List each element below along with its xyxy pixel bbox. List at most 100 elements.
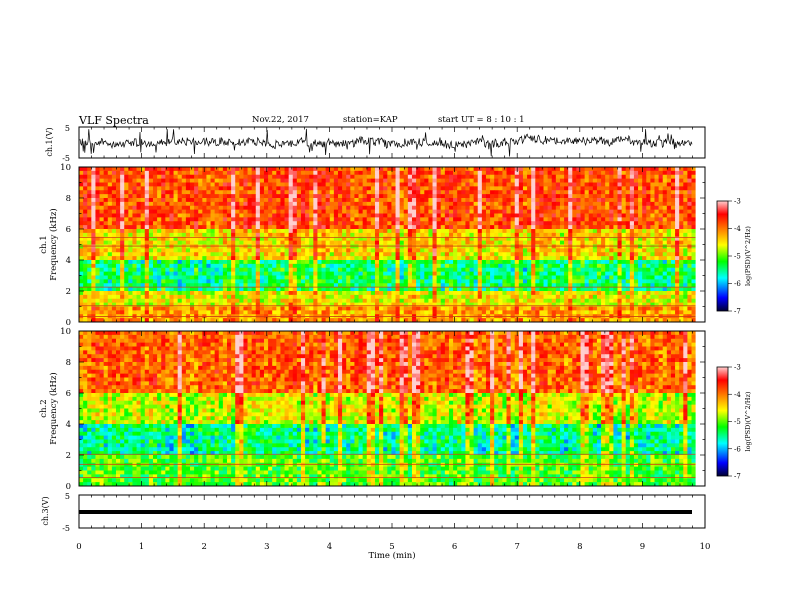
heatmap-cell xyxy=(391,205,396,211)
heatmap-cell xyxy=(206,221,211,226)
heatmap-cell xyxy=(506,252,512,257)
heatmap-cell xyxy=(272,256,277,261)
heatmap-cell xyxy=(374,213,380,218)
heatmap-cell xyxy=(617,236,623,242)
heatmap-cell xyxy=(596,248,602,253)
heatmap-cell xyxy=(572,201,577,207)
heatmap-cell xyxy=(189,225,195,230)
heatmap-cell xyxy=(144,256,150,261)
heatmap-cell xyxy=(218,263,224,269)
heatmap-cell xyxy=(152,267,158,273)
heatmap-cell xyxy=(407,225,413,230)
heatmap-cell xyxy=(292,217,298,222)
heatmap-cell xyxy=(522,275,528,280)
heatmap-cell xyxy=(111,275,117,280)
heatmap-cell xyxy=(243,167,248,172)
heatmap-cell xyxy=(144,271,150,276)
heatmap-cell xyxy=(325,287,331,292)
heatmap-cell xyxy=(300,167,306,172)
heatmap-cell xyxy=(522,256,528,261)
heatmap-cell xyxy=(284,279,290,284)
heatmap-cell xyxy=(666,221,672,226)
heatmap-cell xyxy=(354,240,359,245)
heatmap-cell xyxy=(379,283,384,288)
heatmap-cell xyxy=(189,182,195,187)
heatmap-cell xyxy=(687,194,692,199)
heatmap-cell xyxy=(411,252,417,257)
heatmap-cell xyxy=(128,252,133,257)
heatmap-cell xyxy=(613,190,618,195)
heatmap-cell xyxy=(222,178,228,183)
heatmap-cell xyxy=(169,240,174,245)
heatmap-cell xyxy=(144,291,150,296)
heatmap-cell xyxy=(189,279,195,284)
heatmap-cell xyxy=(161,225,166,230)
heatmap-cell xyxy=(350,205,355,211)
heatmap-cell xyxy=(354,291,359,296)
heatmap-cell xyxy=(305,236,310,242)
heatmap-cell xyxy=(284,205,290,211)
heatmap-cell xyxy=(584,186,590,191)
heatmap-cell xyxy=(506,240,512,245)
heatmap-cell xyxy=(416,225,421,230)
heatmap-cell xyxy=(461,287,466,292)
heatmap-cell xyxy=(206,252,211,257)
heatmap-cell xyxy=(128,205,133,211)
heatmap-cell xyxy=(325,275,331,280)
heatmap-cell xyxy=(658,248,664,253)
heatmap-cell xyxy=(469,263,475,269)
heatmap-cell xyxy=(305,167,310,172)
heatmap-cell xyxy=(296,217,302,222)
heatmap-cell xyxy=(572,279,577,284)
heatmap-cell xyxy=(654,229,660,234)
heatmap-cell xyxy=(436,256,442,261)
heatmap-cell xyxy=(284,283,290,288)
heatmap-cell xyxy=(321,198,327,203)
heatmap-cell xyxy=(407,221,413,226)
heatmap-cell xyxy=(473,232,479,238)
heatmap-cell xyxy=(284,271,290,276)
heatmap-cell xyxy=(666,240,672,245)
heatmap-cell xyxy=(185,248,191,253)
heatmap-cell xyxy=(222,170,228,176)
heatmap-cell xyxy=(670,198,676,203)
heatmap-cell xyxy=(383,283,388,288)
heatmap-cell xyxy=(103,170,109,176)
heatmap-cell xyxy=(522,283,528,288)
heatmap-cell xyxy=(596,279,602,284)
heatmap-cell xyxy=(165,244,170,249)
heatmap-cell xyxy=(91,229,96,234)
heatmap-cell xyxy=(300,279,306,284)
heatmap-cell xyxy=(255,174,261,180)
heatmap-cell xyxy=(87,294,92,300)
heatmap-cell xyxy=(625,260,631,265)
heatmap-cell xyxy=(477,236,483,242)
heatmap-cell xyxy=(169,201,174,207)
heatmap-cell xyxy=(502,240,507,245)
heatmap-cell xyxy=(144,221,150,226)
heatmap-cell xyxy=(124,198,129,203)
heatmap-cell xyxy=(440,252,446,257)
heatmap-cell xyxy=(120,198,125,203)
heatmap-cell xyxy=(247,205,253,211)
heatmap-cell xyxy=(514,260,520,265)
heatmap-cell xyxy=(366,287,372,292)
heatmap-cell xyxy=(157,240,162,245)
heatmap-cell xyxy=(95,174,100,180)
heatmap-cell xyxy=(247,260,253,265)
heatmap-cell xyxy=(613,194,618,199)
heatmap-cell xyxy=(638,225,643,230)
heatmap-cell xyxy=(691,291,697,296)
heatmap-cell xyxy=(317,279,322,284)
heatmap-cell xyxy=(124,178,129,183)
heatmap-cell xyxy=(518,244,524,249)
heatmap-cell xyxy=(559,271,565,276)
heatmap-cell xyxy=(255,225,261,230)
heatmap-cell xyxy=(424,209,429,214)
heatmap-cell xyxy=(436,221,442,226)
heatmap-cell xyxy=(416,260,421,265)
heatmap-cell xyxy=(621,287,627,292)
heatmap-cell xyxy=(95,256,100,261)
heatmap-cell xyxy=(255,271,261,276)
heatmap-cell xyxy=(239,225,244,230)
